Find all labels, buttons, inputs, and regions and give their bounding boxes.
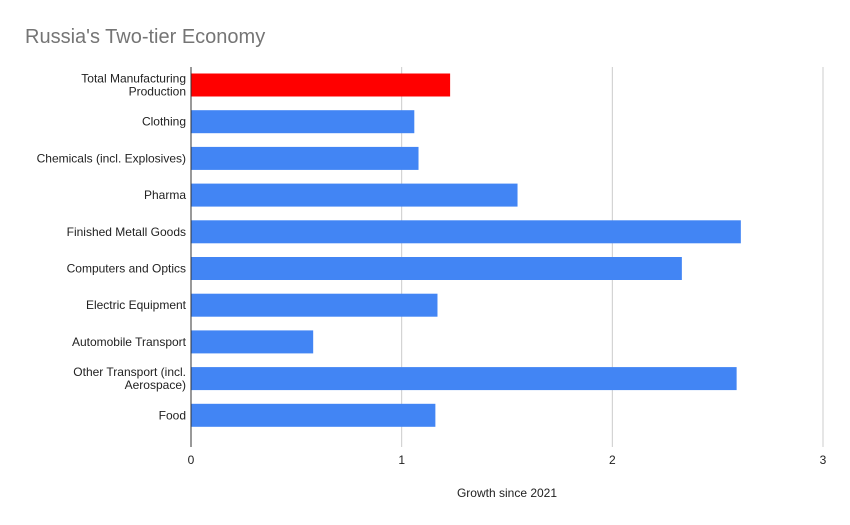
category-label: Pharma xyxy=(144,188,186,202)
x-tick-labels: 0 1 2 3 xyxy=(188,453,827,467)
category-label: Food xyxy=(159,408,186,422)
category-label: Finished Metall Goods xyxy=(67,225,186,239)
bar-8 xyxy=(191,367,737,391)
bar-7 xyxy=(191,330,314,354)
category-label-line: Automobile Transport xyxy=(72,335,187,349)
category-label-line: Clothing xyxy=(142,115,186,129)
category-label-line: Total Manufacturing xyxy=(81,72,186,86)
category-labels: Total Manufacturing Production Clothing Che… xyxy=(37,72,187,423)
category-label-line: Production xyxy=(129,85,186,99)
x-tick-label: 2 xyxy=(609,453,616,467)
x-tick-label: 0 xyxy=(188,453,195,467)
x-tick-label: 3 xyxy=(820,453,827,467)
category-label-line: Chemicals (incl. Explosives) xyxy=(37,151,186,165)
bar-1 xyxy=(191,110,415,134)
category-label: Computers and Optics xyxy=(67,262,186,276)
category-label: Electric Equipment xyxy=(86,298,187,312)
category-label: Clothing xyxy=(142,115,186,129)
category-label-line: Finished Metall Goods xyxy=(67,225,186,239)
bar-9 xyxy=(191,403,436,427)
bar-6 xyxy=(191,293,438,317)
category-label-line: Food xyxy=(159,408,186,422)
category-label-line: Aerospace) xyxy=(125,378,186,392)
category-label-line: Computers and Optics xyxy=(67,262,186,276)
bar-4 xyxy=(191,220,741,244)
x-axis-title: Growth since 2021 xyxy=(457,486,557,500)
bar-3 xyxy=(191,183,518,207)
chart-title: Russia's Two-tier Economy xyxy=(25,26,266,48)
category-label: Chemicals (incl. Explosives) xyxy=(37,151,186,165)
bars xyxy=(191,73,741,427)
category-label: Total Manufacturing Production xyxy=(81,72,186,99)
category-label-line: Pharma xyxy=(144,188,186,202)
bar-0 xyxy=(191,73,451,97)
x-tick-label: 1 xyxy=(398,453,405,467)
bar-5 xyxy=(191,257,682,280)
category-label: Automobile Transport xyxy=(72,335,187,349)
category-label-line: Other Transport (incl. xyxy=(73,365,186,379)
bar-2 xyxy=(191,146,419,170)
category-label: Other Transport (incl. Aerospace) xyxy=(73,365,186,392)
category-label-line: Electric Equipment xyxy=(86,298,187,312)
